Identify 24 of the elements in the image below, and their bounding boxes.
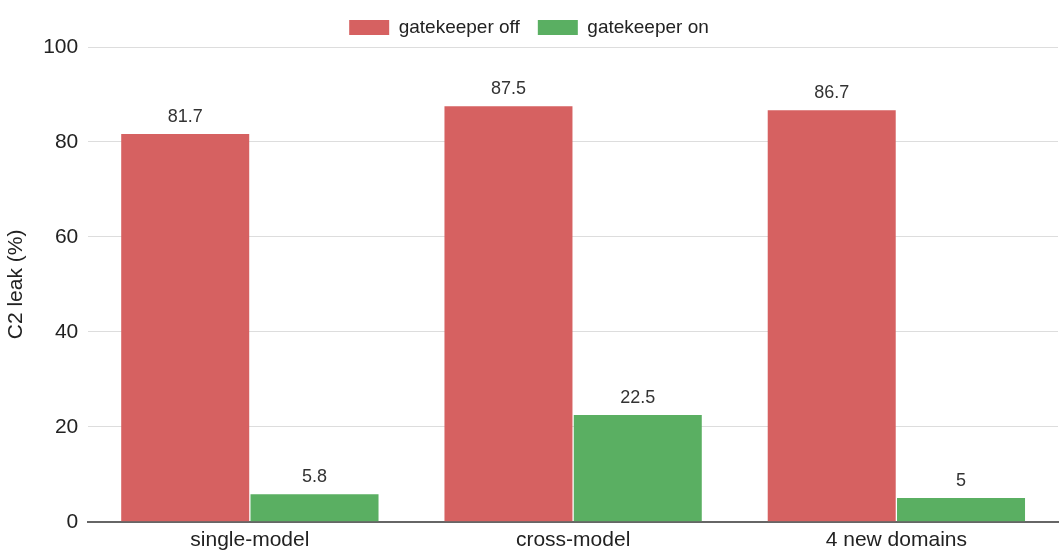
y-tick-label: 40 [54,318,79,342]
data-label: 22.5 [620,386,656,407]
data-label: 87.5 [490,78,526,99]
y-axis-title: C2 leak (%) [3,229,27,340]
y-tick-label: 0 [66,508,79,532]
bar [250,494,379,522]
data-label: 81.7 [167,105,203,126]
data-label: 5 [956,470,967,491]
bar [573,414,702,522]
data-label: 86.7 [814,82,850,103]
legend-label: gatekeeper on [587,15,709,37]
x-tick-label: 4 new domains [825,527,967,551]
bar [767,110,896,522]
y-tick-label: 80 [54,128,79,152]
bar [121,133,250,522]
data-label: 5.8 [302,466,328,487]
bar [897,498,1026,522]
x-tick-label: single-model [190,527,310,551]
y-tick-label: 20 [54,413,79,437]
x-tick-label: cross-model [515,527,631,551]
bar [444,106,573,522]
legend-label: gatekeeper off [398,15,521,37]
y-tick-label: 60 [54,223,79,247]
y-tick-label: 100 [43,33,79,57]
